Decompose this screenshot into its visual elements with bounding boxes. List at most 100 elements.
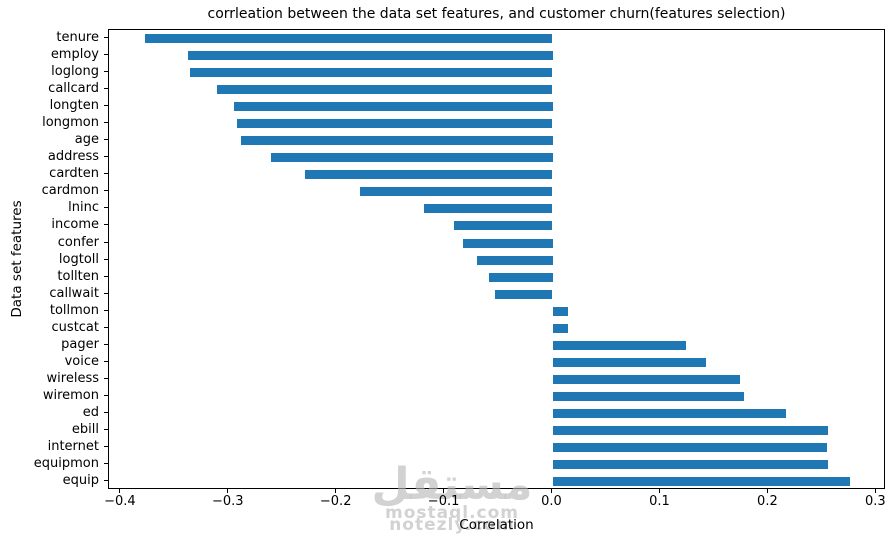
ytick-label-income: income	[51, 217, 99, 233]
ytick-label-longmon: longmon	[42, 115, 99, 131]
ytick-label-lninc: lninc	[68, 200, 99, 216]
bar-cardten	[305, 170, 553, 180]
ytick-mark	[104, 309, 108, 311]
ytick-label-wireless: wireless	[46, 370, 99, 386]
bar-tenure	[144, 34, 553, 43]
xtick-mark	[766, 489, 768, 493]
ytick-label-internet: internet	[47, 438, 99, 454]
ytick-mark	[104, 480, 108, 481]
xtick-label-0.0: 0.0	[541, 494, 562, 509]
bar-lninc	[424, 204, 553, 214]
bar-voice	[552, 357, 706, 367]
ytick-mark	[104, 326, 108, 328]
xtick-label-−0.2: −0.2	[319, 494, 352, 509]
xtick-mark	[659, 489, 660, 493]
ytick-label-cardmon: cardmon	[41, 183, 99, 199]
ytick-mark	[104, 462, 108, 464]
bar-address	[270, 153, 553, 163]
ytick-label-custcat: custcat	[51, 319, 99, 335]
chart-title: corrleation between the data set feature…	[207, 6, 786, 22]
ytick-mark	[104, 156, 108, 158]
ytick-mark	[104, 105, 108, 107]
ytick-mark	[104, 292, 108, 294]
bar-wireless	[552, 374, 741, 384]
xtick-mark	[227, 489, 229, 493]
bar-employ	[187, 51, 553, 61]
bar-tollten	[488, 272, 553, 282]
ytick-mark	[104, 275, 108, 277]
ytick-label-equipmon: equipmon	[33, 455, 99, 471]
xtick-mark	[874, 489, 876, 493]
ytick-mark	[104, 173, 108, 175]
x-axis-label: Correlation	[459, 517, 534, 533]
ytick-label-loglong: loglong	[51, 64, 99, 80]
ytick-mark	[104, 360, 108, 362]
bar-custcat	[552, 323, 568, 333]
ytick-mark	[104, 37, 108, 38]
ytick-mark	[104, 428, 108, 430]
ytick-label-ed: ed	[82, 404, 99, 420]
ytick-label-cardten: cardten	[49, 166, 99, 182]
bar-logtoll	[477, 255, 553, 265]
ytick-mark	[104, 258, 108, 260]
ytick-mark	[104, 394, 108, 396]
xtick-label-0.3: 0.3	[864, 494, 886, 509]
ytick-label-ebill: ebill	[71, 421, 99, 437]
xtick-label-0.1: 0.1	[649, 494, 670, 509]
bar-age	[240, 136, 553, 146]
bar-longmon	[237, 119, 553, 129]
xtick-label-0.2: 0.2	[757, 494, 778, 509]
ytick-label-callwait: callwait	[49, 285, 99, 301]
xtick-label-−0.3: −0.3	[212, 494, 244, 509]
bar-tollmon	[552, 306, 568, 316]
ytick-mark	[104, 122, 108, 124]
ytick-label-pager: pager	[61, 336, 99, 352]
xtick-mark	[443, 489, 445, 493]
ytick-mark	[104, 139, 108, 141]
bar-equipmon	[552, 459, 828, 469]
bar-callcard	[216, 85, 553, 95]
ytick-label-employ: employ	[50, 47, 99, 63]
bar-ebill	[552, 425, 828, 435]
xtick-label-−0.4: −0.4	[104, 494, 136, 509]
y-axis-tick-labels: tenure employ loglong callcard longten longmo…	[0, 29, 99, 489]
ytick-label-wiremon: wiremon	[42, 387, 99, 403]
bar-pager	[552, 340, 687, 350]
bar-callwait	[495, 289, 553, 299]
ytick-label-age: age	[74, 132, 99, 148]
ytick-label-tenure: tenure	[56, 30, 99, 45]
bar-cardmon	[360, 187, 553, 197]
ytick-mark	[104, 241, 108, 243]
bar-longten	[234, 102, 553, 112]
ytick-mark	[104, 54, 108, 56]
ytick-mark	[104, 71, 108, 73]
bar-equip	[552, 477, 851, 486]
ytick-mark	[104, 377, 108, 379]
xtick-mark	[119, 489, 121, 493]
bar-loglong	[189, 68, 553, 78]
bar-wiremon	[552, 391, 744, 401]
ytick-label-equip: equip	[62, 473, 99, 488]
ytick-label-address: address	[47, 149, 99, 165]
bar-confer	[463, 238, 553, 248]
ytick-label-callcard: callcard	[48, 81, 99, 97]
ytick-label-logtoll: logtoll	[58, 251, 99, 267]
ytick-mark	[104, 207, 108, 209]
ytick-mark	[104, 411, 108, 413]
ytick-mark	[104, 190, 108, 192]
ytick-label-tollten: tollten	[57, 268, 99, 284]
ytick-label-longten: longten	[49, 98, 99, 114]
xtick-mark	[335, 489, 337, 493]
bar-internet	[552, 442, 827, 452]
ytick-mark	[104, 88, 108, 90]
ytick-label-tollmon: tollmon	[49, 302, 99, 318]
xtick-mark	[551, 489, 552, 493]
ytick-label-voice: voice	[64, 353, 99, 369]
ytick-mark	[104, 445, 108, 447]
plot-area	[108, 29, 885, 489]
ytick-mark	[104, 224, 108, 226]
ytick-mark	[104, 343, 108, 345]
bar-ed	[552, 408, 786, 418]
bar-income	[454, 221, 553, 231]
